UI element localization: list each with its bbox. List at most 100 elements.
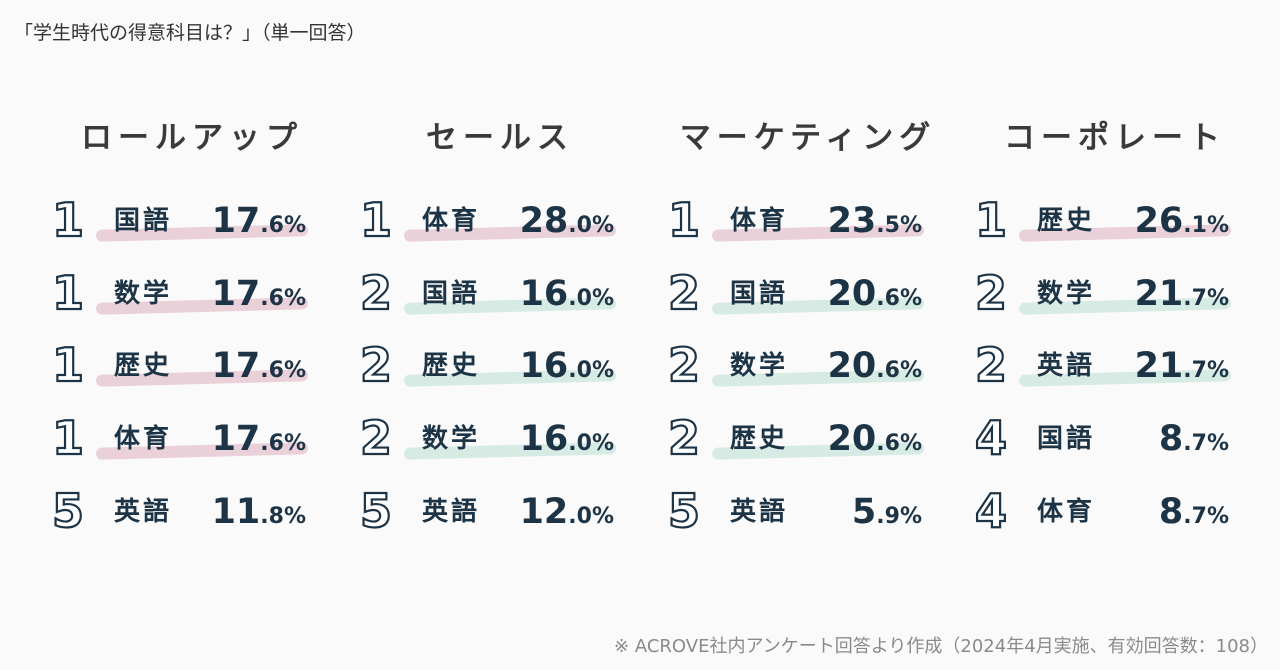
rank-number: 4 (974, 411, 1008, 465)
percentage-integer: 21 (1134, 346, 1184, 386)
percentage-decimal: .6% (876, 358, 922, 383)
subject-label: 国語 (1037, 424, 1096, 454)
rank-number: 2 (667, 338, 701, 392)
percentage-integer: 17 (211, 274, 261, 314)
percentage-decimal: .0% (568, 504, 614, 529)
percentage-value: 17.6% (212, 202, 306, 240)
subject-label: 歴史 (730, 424, 789, 454)
department-title: セールス (426, 120, 574, 156)
percentage-integer: 8 (1158, 419, 1184, 459)
rank-number: 2 (667, 411, 701, 465)
percentage-integer: 17 (211, 419, 261, 459)
percentage-value: 8.7% (1159, 420, 1229, 458)
percentage-decimal: .0% (568, 213, 614, 238)
percentage-decimal: .6% (876, 286, 922, 311)
percentage-integer: 20 (827, 419, 877, 459)
percentage-value: 26.1% (1135, 202, 1229, 240)
rank-number: 1 (359, 193, 393, 247)
subject-label: 歴史 (422, 351, 481, 381)
percentage-value: 28.0% (520, 202, 614, 240)
percentage-decimal: .7% (1183, 286, 1229, 311)
rank-number: 2 (974, 266, 1008, 320)
percentage-value: 20.6% (828, 347, 922, 385)
percentage-integer: 16 (519, 419, 569, 459)
rank-number: 1 (51, 193, 85, 247)
ranking-row: 1 国語 17.6% (51, 193, 332, 256)
percentage-decimal: .7% (1183, 358, 1229, 383)
ranking-row: 4 国語 8.7% (974, 411, 1255, 474)
percentage-decimal: .9% (876, 504, 922, 529)
rank-number: 2 (359, 411, 393, 465)
percentage-decimal: .6% (260, 213, 306, 238)
subject-label: 英語 (730, 497, 789, 527)
percentage-integer: 11 (211, 492, 261, 532)
percentage-integer: 12 (519, 492, 569, 532)
percentage-decimal: .6% (876, 431, 922, 456)
subject-label: 体育 (422, 206, 481, 236)
percentage-value: 12.0% (520, 493, 614, 531)
percentage-decimal: .0% (568, 431, 614, 456)
ranking-row: 1 歴史 26.1% (974, 193, 1255, 256)
ranking-row: 1 数学 17.6% (51, 268, 332, 329)
rank-number: 1 (51, 411, 85, 465)
ranking-row: 2 国語 20.6% (667, 268, 948, 329)
percentage-integer: 23 (827, 201, 877, 241)
ranking-row: 4 体育 8.7% (974, 486, 1255, 547)
subject-label: 歴史 (1037, 206, 1096, 236)
percentage-integer: 16 (519, 274, 569, 314)
percentage-value: 11.8% (212, 493, 306, 531)
ranking-row: 2 歴史 16.0% (359, 338, 640, 401)
subject-label: 体育 (114, 424, 173, 454)
percentage-value: 23.5% (828, 202, 922, 240)
ranking-row: 2 国語 16.0% (359, 266, 640, 329)
percentage-value: 21.7% (1135, 275, 1229, 313)
rank-number: 2 (359, 338, 393, 392)
percentage-value: 21.7% (1135, 347, 1229, 385)
ranking-row: 1 体育 23.5% (667, 193, 948, 256)
subject-label: 体育 (730, 206, 789, 236)
rank-number: 1 (974, 193, 1008, 247)
ranking-row: 1 歴史 17.6% (51, 338, 332, 401)
ranking-row: 2 数学 20.6% (667, 338, 948, 401)
ranking-row: 2 歴史 20.6% (667, 411, 948, 474)
percentage-integer: 21 (1134, 274, 1184, 314)
percentage-decimal: .1% (1183, 213, 1229, 238)
ranking-row: 1 体育 28.0% (359, 193, 640, 256)
survey-title: 「学生時代の得意科目は？」（単一回答） (14, 22, 366, 44)
percentage-value: 16.0% (520, 275, 614, 313)
percentage-decimal: .6% (260, 431, 306, 456)
subject-label: 国語 (422, 279, 481, 309)
percentage-value: 5.9% (852, 493, 922, 531)
rank-number: 5 (359, 484, 393, 538)
rank-number: 2 (359, 266, 393, 320)
percentage-decimal: .8% (260, 504, 306, 529)
ranking-row: 5 英語 12.0% (359, 484, 640, 547)
footnote: ※ ACROVE社内アンケート回答より作成（2024年4月実施、有効回答数：10… (614, 636, 1268, 657)
percentage-value: 20.6% (828, 275, 922, 313)
department-title: コーポレート (1004, 120, 1226, 156)
department-title: マーケティング (679, 120, 937, 156)
rank-number: 5 (667, 484, 701, 538)
percentage-value: 8.7% (1159, 493, 1229, 531)
ranking-row: 1 体育 17.6% (51, 411, 332, 474)
percentage-decimal: .6% (260, 358, 306, 383)
percentage-value: 17.6% (212, 347, 306, 385)
percentage-decimal: .7% (1183, 431, 1229, 456)
rank-number: 1 (51, 338, 85, 392)
percentage-decimal: .0% (568, 286, 614, 311)
percentage-value: 16.0% (520, 347, 614, 385)
percentage-integer: 16 (519, 346, 569, 386)
rank-number: 5 (51, 484, 85, 538)
subject-label: 体育 (1037, 497, 1096, 527)
ranking-row: 5 英語 11.8% (51, 484, 332, 547)
department-title: ロールアップ (81, 120, 303, 156)
rank-number: 1 (667, 193, 701, 247)
percentage-decimal: .6% (260, 286, 306, 311)
percentage-value: 20.6% (828, 420, 922, 458)
ranking-row: 2 英語 21.7% (974, 340, 1255, 401)
percentage-integer: 8 (1158, 492, 1184, 532)
percentage-decimal: .7% (1183, 504, 1229, 529)
percentage-value: 17.6% (212, 275, 306, 313)
subject-label: 数学 (114, 279, 173, 309)
percentage-value: 17.6% (212, 420, 306, 458)
